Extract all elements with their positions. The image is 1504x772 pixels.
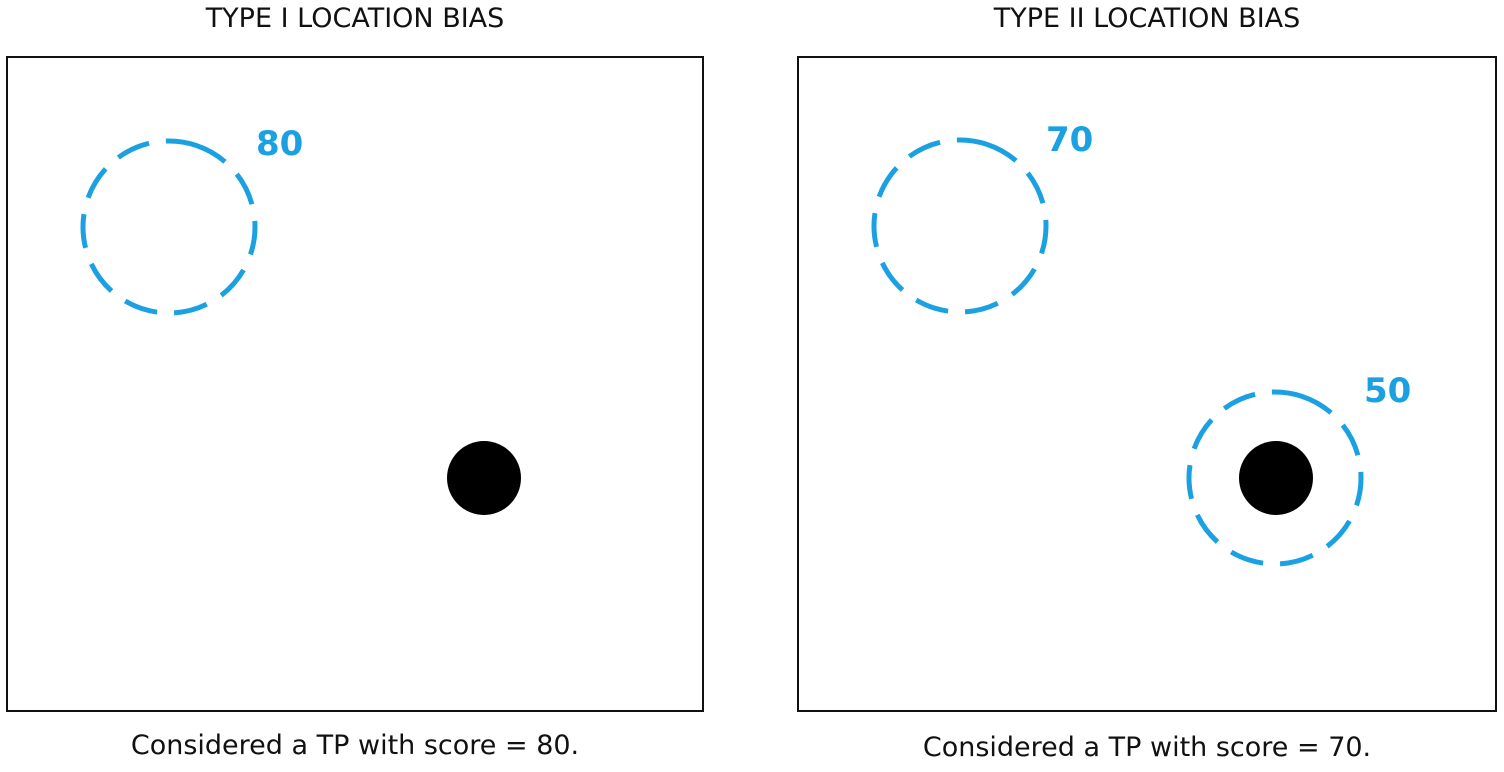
- panel-frame-type-1: [6, 56, 704, 712]
- panel-title-type-1: TYPE I LOCATION BIAS: [205, 3, 505, 34]
- panel-caption-type-2: Considered a TP with score = 70.: [922, 732, 1372, 763]
- panel-frame-type-2: [797, 56, 1497, 712]
- panel-caption-type-1: Considered a TP with score = 80.: [130, 730, 580, 761]
- panel-title-type-2: TYPE II LOCATION BIAS: [993, 3, 1301, 34]
